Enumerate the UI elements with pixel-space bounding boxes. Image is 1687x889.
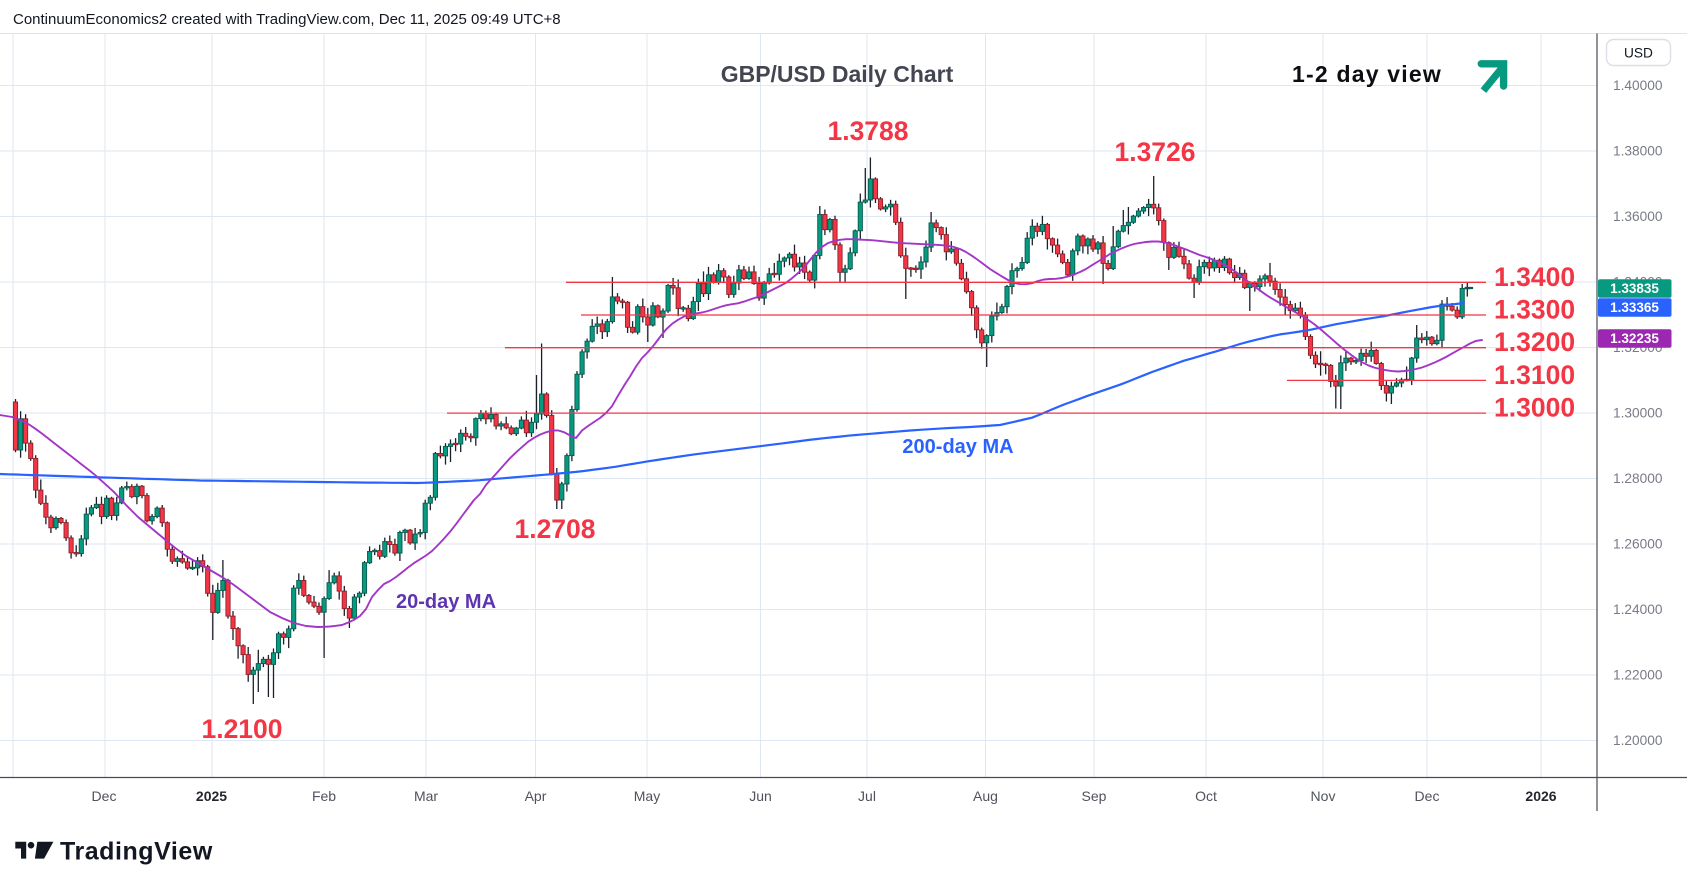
svg-text:Apr: Apr: [525, 788, 547, 804]
svg-text:2026: 2026: [1525, 788, 1556, 804]
svg-text:ContinuumEconomics2 created wi: ContinuumEconomics2 created with Trading…: [13, 11, 561, 28]
svg-text:1.30000: 1.30000: [1613, 406, 1663, 421]
svg-text:1.28000: 1.28000: [1613, 471, 1663, 486]
svg-text:1.26000: 1.26000: [1613, 537, 1663, 552]
svg-text:1.20000: 1.20000: [1613, 733, 1663, 748]
svg-text:1.3200: 1.3200: [1494, 327, 1575, 357]
svg-text:GBP/USD Daily Chart: GBP/USD Daily Chart: [721, 61, 954, 87]
svg-text:1.2708: 1.2708: [514, 514, 595, 544]
svg-text:1.3788: 1.3788: [827, 116, 908, 146]
svg-text:USD: USD: [1624, 46, 1653, 61]
svg-text:1.36000: 1.36000: [1613, 209, 1663, 224]
svg-text:1.3000: 1.3000: [1494, 393, 1575, 423]
svg-text:TradingView: TradingView: [60, 838, 213, 866]
svg-text:Aug: Aug: [973, 788, 998, 804]
svg-text:Jul: Jul: [858, 788, 876, 804]
svg-text:1.38000: 1.38000: [1613, 144, 1663, 159]
svg-text:Feb: Feb: [312, 788, 336, 804]
svg-text:1.3400: 1.3400: [1494, 262, 1575, 292]
svg-text:1-2 day view: 1-2 day view: [1292, 61, 1442, 87]
svg-text:Sep: Sep: [1082, 788, 1107, 804]
svg-text:1.3100: 1.3100: [1494, 360, 1575, 390]
svg-text:1.2100: 1.2100: [201, 714, 282, 744]
svg-text:Nov: Nov: [1311, 788, 1336, 804]
svg-text:Dec: Dec: [92, 788, 117, 804]
svg-text:1.33835: 1.33835: [1610, 281, 1659, 296]
svg-text:2025: 2025: [196, 788, 227, 804]
svg-text:1.22000: 1.22000: [1613, 668, 1663, 683]
svg-text:1.3726: 1.3726: [1114, 137, 1195, 167]
svg-text:1.24000: 1.24000: [1613, 602, 1663, 617]
svg-text:1.3300: 1.3300: [1494, 295, 1575, 325]
svg-text:1.32235: 1.32235: [1610, 331, 1659, 346]
svg-text:1.33365: 1.33365: [1610, 300, 1659, 315]
svg-text:20-day MA: 20-day MA: [396, 591, 496, 613]
svg-text:Oct: Oct: [1195, 788, 1217, 804]
svg-text:1.40000: 1.40000: [1613, 78, 1663, 93]
svg-text:200-day MA: 200-day MA: [902, 436, 1013, 458]
svg-text:May: May: [634, 788, 660, 804]
svg-text:Jun: Jun: [749, 788, 772, 804]
svg-text:Dec: Dec: [1415, 788, 1440, 804]
svg-text:Mar: Mar: [414, 788, 438, 804]
